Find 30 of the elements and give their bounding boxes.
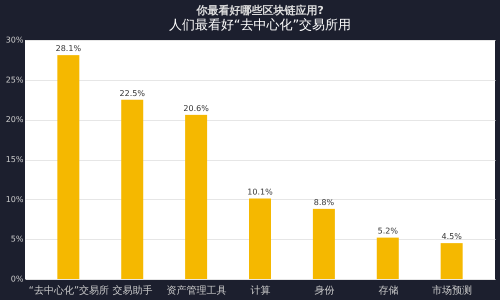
y-tick-label: 10%: [6, 194, 24, 204]
bar: [185, 114, 208, 279]
data-label: 10.1%: [247, 188, 274, 197]
y-tick-label: 0%: [10, 274, 24, 284]
data-label: 28.1%: [56, 44, 82, 54]
data-label: 4.5%: [442, 232, 462, 242]
chart-title: 你最看好哪些区块链应用?: [195, 4, 324, 17]
bar: [376, 238, 399, 279]
bar: [57, 55, 80, 279]
x-tick-label: 计算: [250, 284, 270, 296]
x-tick-label: 交易助手: [112, 284, 153, 296]
y-tick-label: 30%: [6, 36, 24, 44]
bar: [312, 208, 335, 279]
y-tick-label: 15%: [6, 155, 24, 164]
data-label: 5.2%: [378, 226, 398, 236]
x-tick-label: 存储: [378, 284, 398, 296]
y-tick-label: 5%: [10, 234, 24, 244]
x-tick-label: 资产管理工具: [166, 284, 227, 296]
x-tick-label: “去中心化”交易所: [28, 284, 110, 296]
data-label: 8.8%: [314, 198, 334, 207]
data-label: 20.6%: [183, 104, 210, 113]
x-tick-label: 身份: [314, 284, 334, 296]
x-tick-label: 市场预测: [432, 284, 472, 296]
data-label: 22.5%: [120, 88, 146, 98]
bar: [121, 100, 144, 279]
y-tick-label: 20%: [6, 115, 24, 124]
y-tick-label: 25%: [6, 75, 24, 84]
bar: [440, 243, 463, 279]
text: 人们最看好“去中心化”交易所用: [168, 17, 352, 33]
bar: [249, 198, 271, 279]
